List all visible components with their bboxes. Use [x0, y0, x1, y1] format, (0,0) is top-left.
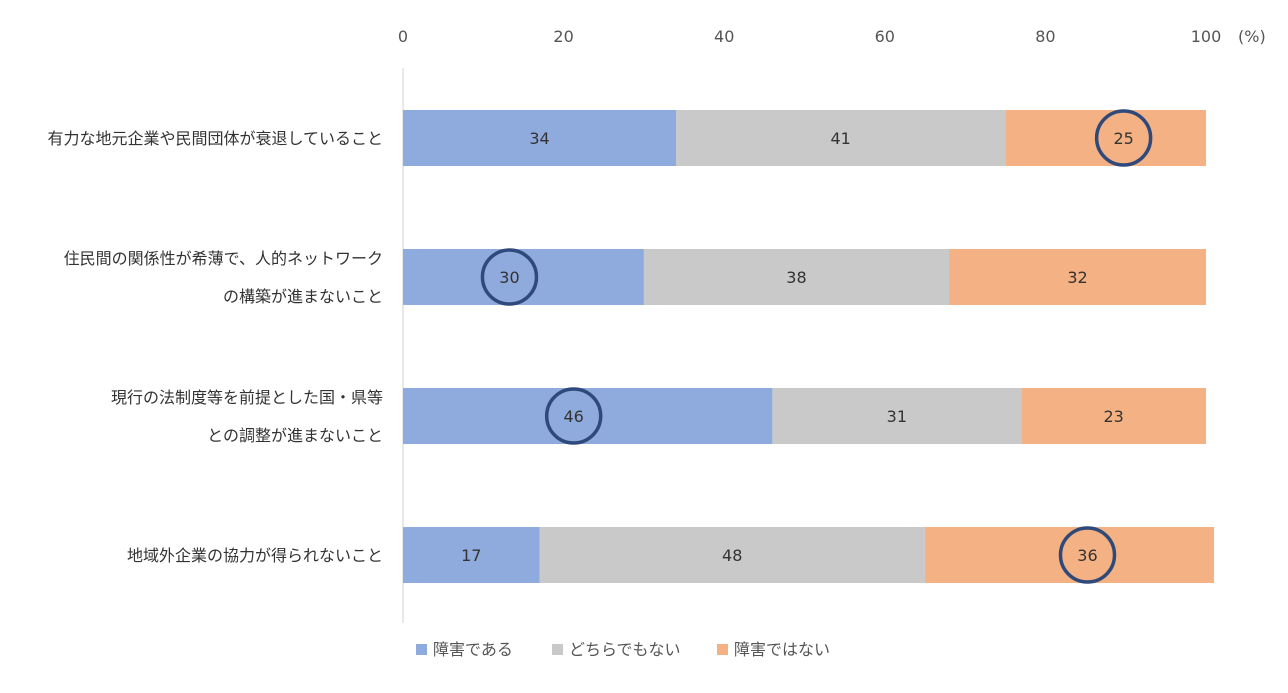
- x-tick-label: 60: [875, 27, 895, 46]
- category-label: 現行の法制度等を前提とした国・県等: [111, 388, 383, 407]
- bar-value-label: 23: [1103, 407, 1123, 426]
- legend-entry: どちらでもない: [569, 640, 681, 659]
- bar-value-label: 34: [529, 129, 549, 148]
- bar-value-label: 30: [499, 268, 519, 287]
- bar-segment: [1021, 388, 1206, 444]
- category-label: との調整が進まないこと: [207, 426, 383, 445]
- legend-swatch: [552, 644, 563, 655]
- x-tick-label: 80: [1035, 27, 1055, 46]
- bar-value-label: 17: [461, 546, 481, 565]
- bar-value-label: 46: [564, 407, 584, 426]
- category-label: の構築が進まないこと: [223, 287, 383, 306]
- highlight-circle: [1094, 109, 1153, 167]
- bar-value-label: 31: [887, 407, 907, 426]
- x-axis-ticks: 0 20 40 60 80 100: [398, 27, 1221, 46]
- bar-segment: [403, 110, 677, 166]
- bar-segment: [949, 249, 1206, 305]
- bar-segment: [772, 388, 1022, 444]
- category-label: 地域外企業の協力が得られないこと: [127, 546, 383, 565]
- category-label: 有力な地元企業や民間団体が衰退していること: [47, 129, 383, 148]
- x-tick-label: 100: [1191, 27, 1222, 46]
- bar-value-label: 25: [1113, 129, 1133, 148]
- bar-value-label: 38: [786, 268, 806, 287]
- bars: 34 41 25 30 38 32 46 31 23 17 48 36: [403, 109, 1215, 584]
- category-label: 住民間の関係性が希薄で、人的ネットワーク: [64, 249, 383, 268]
- bar-segment: [676, 110, 1006, 166]
- legend: 障害である どちらでもない 障害ではない: [416, 640, 830, 659]
- bar-segment: [403, 388, 773, 444]
- legend-entry: 障害である: [433, 640, 513, 659]
- x-tick-label: 0: [398, 27, 408, 46]
- highlight-circle: [1058, 526, 1117, 584]
- legend-swatch: [416, 644, 427, 655]
- highlight-circle: [544, 387, 603, 445]
- bar-segment: [643, 249, 950, 305]
- bar-segment: [539, 527, 925, 583]
- category-labels: 有力な地元企業や民間団体が衰退していること住民間の関係性が希薄で、人的ネットワー…: [47, 129, 383, 565]
- legend-swatch: [717, 644, 728, 655]
- bar-value-label: 32: [1067, 268, 1087, 287]
- highlight-circle: [480, 248, 539, 306]
- x-tick-label: 40: [714, 27, 734, 46]
- bar-value-label: 48: [722, 546, 742, 565]
- bar-value-label: 41: [830, 129, 850, 148]
- x-axis-unit-label: (%): [1238, 27, 1266, 46]
- legend-entry: 障害ではない: [734, 640, 830, 659]
- bar-segment: [403, 527, 540, 583]
- x-tick-label: 20: [553, 27, 573, 46]
- bar-value-label: 36: [1077, 546, 1097, 565]
- bar-segment: [403, 249, 644, 305]
